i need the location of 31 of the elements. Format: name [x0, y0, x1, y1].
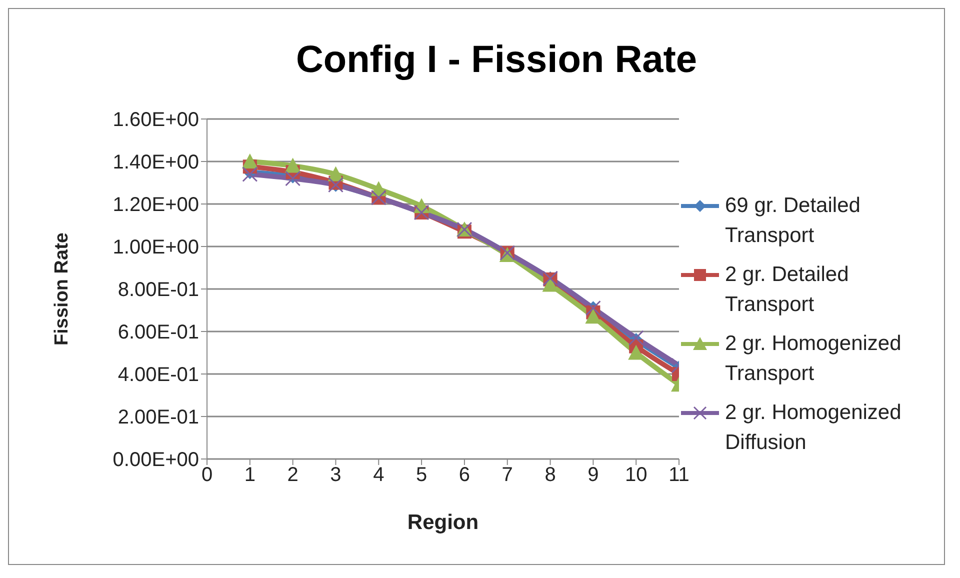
legend-label: 2 gr. Detailed Transport [725, 262, 850, 318]
x-tick-label: 7 [502, 464, 513, 486]
y-tick-label: 1.40E+00 [112, 152, 199, 174]
chart-title: Config I - Fission Rate [294, 39, 698, 82]
legend-label: 69 gr. Detailed Transport [725, 193, 862, 249]
legend-label: 2 gr. Homogenized Diffusion [725, 400, 902, 456]
x-tick-label: 10 [624, 464, 648, 486]
y-tick-label: 4.00E-01 [118, 364, 199, 386]
y-tick-label: 1.20E+00 [112, 194, 199, 216]
x-tick-label: 5 [416, 464, 428, 486]
x-tick-label: 9 [588, 464, 599, 486]
y-axis-title: Fission Rate [52, 232, 73, 346]
x-tick-label: 8 [544, 464, 556, 486]
x-tick-label: 3 [330, 464, 342, 486]
y-tick-label: 6.00E-01 [118, 322, 199, 344]
x-tick-label: 6 [458, 464, 470, 486]
x-tick-label: 2 [287, 464, 298, 486]
y-tick-label: 8.00E-01 [118, 279, 199, 302]
y-tick-label: 0.00E+00 [112, 449, 199, 472]
point [328, 166, 344, 182]
y-tick-label: 1.60E+00 [112, 109, 199, 132]
y-tick-label: 2.00E-01 [118, 406, 199, 429]
x-axis-title: Region [407, 511, 479, 534]
y-tick-label: 1.00E+00 [112, 236, 199, 259]
x-tick-label: 0 [201, 464, 213, 486]
point [284, 158, 301, 173]
legend-label: 2 gr. Homogenized Transport [725, 331, 902, 387]
x-tick-label: 1 [244, 464, 256, 486]
point [242, 154, 258, 168]
x-tick-label: 11 [668, 464, 690, 486]
x-tick-label: 4 [373, 464, 384, 486]
